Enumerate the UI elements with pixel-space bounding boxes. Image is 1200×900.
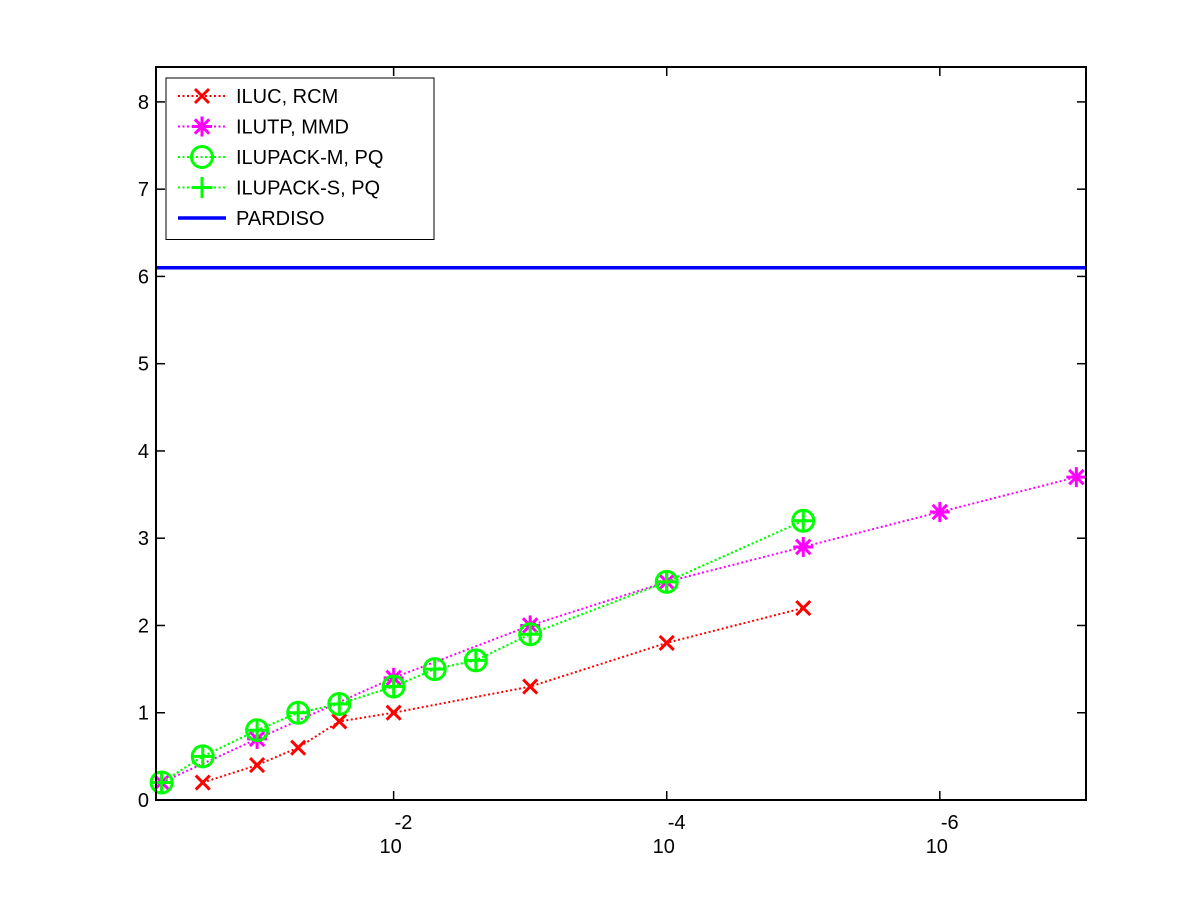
data-point: [522, 678, 539, 695]
data-point: [194, 774, 211, 791]
data-point: [249, 757, 266, 774]
y-tick-label: 0: [138, 790, 149, 812]
data-point: [246, 719, 268, 741]
series-iluc-rcm: [194, 599, 812, 791]
data-point: [1066, 467, 1087, 488]
y-tick-label: 5: [138, 354, 149, 376]
y-tick-label: 3: [138, 528, 149, 550]
y-tick-label: 8: [138, 92, 149, 114]
series-line: [161, 476, 1077, 784]
legend-label: ILUPACK-S, PQ: [236, 178, 380, 200]
legend-item-ilutp-mmd: ILUTP, MMD: [178, 116, 349, 139]
legend-swatch-marker: [193, 87, 211, 105]
series-line: [202, 607, 804, 784]
legend-swatch-marker: [192, 116, 212, 137]
data-point: [792, 510, 814, 532]
y-tick-label: 2: [138, 615, 149, 637]
data-point: [328, 693, 350, 715]
data-point: [287, 702, 309, 724]
data-point: [929, 502, 950, 523]
plot-frame: [155, 66, 1087, 801]
data-point: [795, 599, 812, 617]
data-point: [465, 649, 487, 671]
y-tick-label: 4: [138, 441, 149, 463]
legend-label: PARDISO: [236, 208, 325, 230]
data-point: [656, 571, 678, 593]
legend-item-iluc-rcm: ILUC, RCM: [178, 86, 338, 108]
legend-item-pardiso: PARDISO: [178, 208, 325, 230]
x-tick-label-base: 10: [653, 836, 675, 858]
legend-label: ILUTP, MMD: [236, 117, 349, 139]
data-point: [151, 772, 173, 794]
series-ilupack-s-pq: [151, 510, 814, 794]
legend: ILUC, RCM ILUTP, MMD ILUPACK-M, PQ ILUPACK-…: [165, 77, 435, 240]
y-tick-label: 1: [138, 703, 149, 725]
legend-item-ilupack-s-pq: ILUPACK-S, PQ: [178, 177, 380, 200]
legend-swatch-marker: [191, 177, 213, 198]
x-tick-label-base: 10: [380, 836, 402, 858]
series-layer: [149, 265, 1087, 795]
legend-swatch-marker: [190, 145, 214, 169]
legend-box: [165, 77, 435, 240]
data-point: [331, 713, 348, 730]
data-point: [290, 739, 307, 756]
data-point: [192, 745, 214, 767]
data-point: [658, 634, 675, 651]
data-point: [424, 658, 446, 680]
data-point: [793, 536, 814, 557]
data-point: [383, 676, 405, 698]
legend-item-ilupack-m-pq: ILUPACK-M, PQ: [178, 145, 383, 169]
legend-label: ILUC, RCM: [236, 86, 338, 108]
x-tick-label-base: 10: [926, 836, 948, 858]
data-point: [385, 704, 402, 721]
y-tick-label: 7: [138, 179, 149, 201]
x-tick-label-exponent: -6: [941, 812, 959, 834]
legend-label: ILUPACK-M, PQ: [236, 147, 383, 169]
data-point: [519, 623, 541, 645]
y-tick-label: 6: [138, 266, 149, 288]
x-tick-label-exponent: -4: [668, 812, 686, 834]
x-tick-label-exponent: -2: [395, 812, 413, 834]
